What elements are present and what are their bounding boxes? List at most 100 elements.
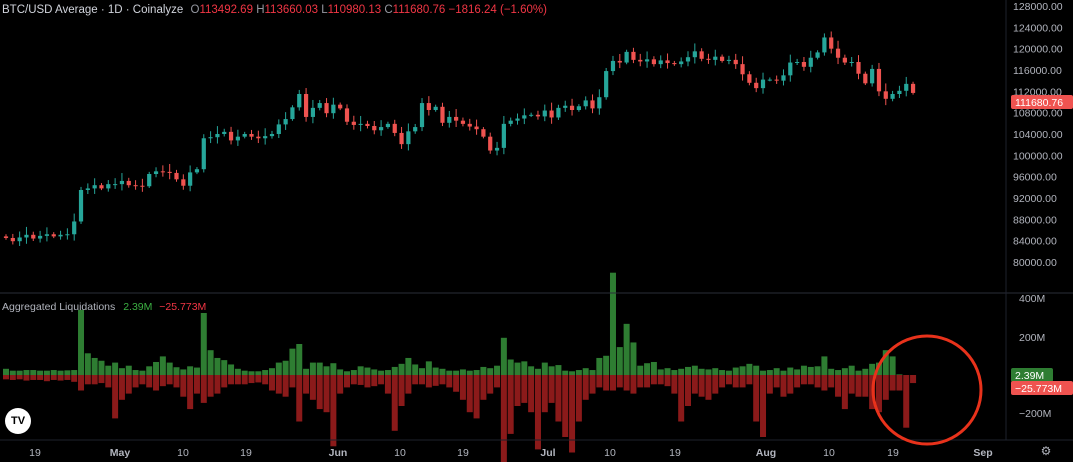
time-axis-label: 10	[177, 447, 189, 459]
liquidation-long-bar	[562, 370, 569, 375]
liquidation-long-bar	[193, 367, 200, 375]
liquidation-short-bar	[282, 375, 289, 397]
liquidation-short-bar	[112, 375, 119, 419]
candle-body	[235, 136, 240, 141]
candle-body	[529, 114, 534, 116]
liquidation-long-bar	[671, 370, 678, 375]
candle-body	[467, 123, 472, 127]
candle-body	[440, 106, 445, 123]
liquidation-long-bar	[350, 370, 357, 375]
liquidation-long-bar	[800, 365, 807, 375]
liquidation-long-bar	[725, 370, 732, 375]
candle-body	[822, 37, 827, 53]
liquidation-short-bar	[446, 375, 453, 388]
liquidation-short-bar	[405, 375, 412, 394]
liquidation-long-bar	[303, 368, 310, 375]
candle-body	[583, 100, 588, 107]
liquidation-short-bar	[575, 375, 582, 422]
liquidation-long-bar	[118, 368, 125, 375]
liquidation-short-bar	[760, 375, 767, 437]
candle-body	[624, 51, 629, 63]
candle-body	[870, 68, 875, 84]
liquidation-long-bar	[330, 363, 337, 375]
candle-body	[747, 74, 752, 83]
liquidation-long-bar	[282, 360, 289, 375]
time-axis-label: 19	[669, 447, 681, 459]
liquidation-short-bar	[275, 375, 282, 394]
candle-body	[767, 79, 772, 81]
candle-body	[126, 180, 131, 186]
symbol-title[interactable]: BTC/USD Average · 1D · Coinalyze	[2, 4, 184, 16]
liquidation-short-bar	[214, 375, 221, 394]
candle-body	[631, 51, 636, 60]
tradingview-logo[interactable]: TV	[5, 408, 31, 434]
liquidation-long-bar	[548, 366, 555, 375]
liquidation-short-bar	[712, 375, 719, 394]
candle-body	[413, 127, 418, 132]
candle-body	[283, 119, 288, 125]
liquidation-short-bar	[159, 375, 166, 387]
liquidation-long-bar	[132, 370, 139, 375]
liquidation-long-bar	[630, 342, 637, 375]
liquidation-short-bar	[596, 375, 603, 388]
liquidation-long-bar	[623, 323, 630, 375]
candle-body	[501, 123, 506, 148]
liquidation-long-bar	[794, 369, 801, 375]
liquidation-short-bar	[309, 375, 316, 400]
liquidation-long-bar	[889, 356, 896, 375]
candle-body	[590, 100, 595, 109]
liquidation-long-bar	[609, 272, 616, 375]
liquidation-short-bar	[105, 375, 112, 388]
candle-body	[92, 185, 97, 189]
candle-body	[331, 104, 336, 114]
liquidation-short-bar	[603, 375, 610, 391]
candle-body	[65, 234, 70, 236]
liquidation-long-bar	[187, 366, 194, 375]
liquidation-long-bar	[828, 368, 835, 375]
liquidation-long-bar	[166, 362, 173, 375]
candle-body	[10, 238, 15, 242]
indicator-name[interactable]: Aggregated Liquidations	[2, 301, 116, 313]
low-label: L	[321, 4, 328, 16]
candle-body	[542, 110, 547, 117]
liquidation-long-bar	[746, 363, 753, 375]
liquidation-long-bar	[268, 368, 275, 375]
liquidation-long-bar	[289, 348, 296, 375]
liquidation-long-bar	[425, 361, 432, 375]
price-candles	[3, 31, 916, 246]
liquidation-long-bar	[603, 355, 610, 375]
liquidation-long-bar	[405, 357, 412, 375]
candle-body	[481, 129, 486, 137]
candle-body	[160, 171, 165, 173]
liquidation-short-bar	[43, 375, 50, 382]
low-value: 110980.13	[327, 4, 382, 16]
close-label: C	[384, 4, 393, 16]
liquidation-long-bar	[807, 366, 814, 375]
liquidation-short-bar	[903, 375, 910, 428]
liquidation-long-bar	[3, 368, 9, 375]
liquidation-long-bar	[153, 361, 160, 375]
liquidation-long-bar	[57, 370, 64, 375]
time-axis-label: Sep	[973, 447, 992, 459]
candle-body	[106, 184, 111, 189]
liquidation-long-bar	[875, 362, 882, 375]
liquidation-long-bar	[882, 350, 889, 375]
liquidation-short-bar	[855, 375, 862, 397]
liquidation-short-bar	[453, 375, 460, 392]
liquidation-short-bar	[425, 375, 432, 388]
price-axis-tick: 128000.00	[1013, 1, 1063, 13]
liquidation-short-bar	[582, 375, 589, 400]
liquidation-short-bar	[623, 375, 630, 391]
candle-body	[699, 51, 704, 59]
settings-gear-icon[interactable]: ⚙	[1040, 444, 1052, 458]
liquidation-long-bar	[575, 370, 582, 375]
candle-body	[549, 110, 554, 118]
liquidation-short-bar	[303, 375, 310, 394]
candle-body	[419, 103, 425, 128]
liquidation-long-bar	[30, 370, 37, 375]
liquidation-short-bar	[835, 375, 842, 397]
liquidation-short-bar	[207, 375, 214, 397]
liquidation-axis: 400M 200M −200M	[1019, 293, 1051, 420]
liquidation-short-bar	[23, 375, 30, 381]
